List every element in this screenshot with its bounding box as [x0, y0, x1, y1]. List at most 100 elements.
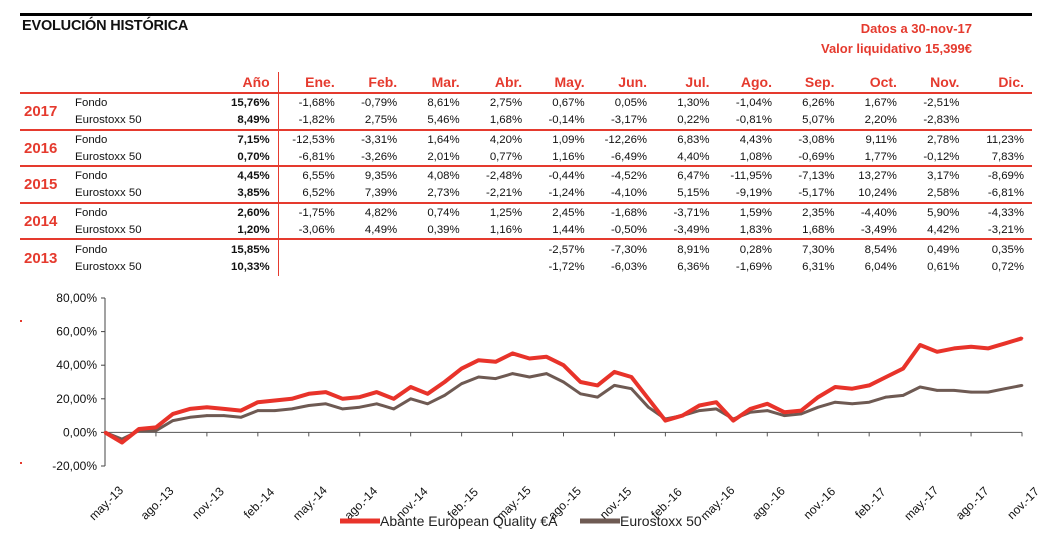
monthly-return-cell: -1,75%	[298, 206, 335, 219]
fund-data-point	[103, 431, 107, 434]
monthly-return-cell: -6,81%	[298, 150, 335, 163]
index-series-line	[104, 372, 1023, 441]
monthly-return-cell: -3,71%	[673, 206, 710, 219]
table-row: Eurostoxx 50 1,20% -3,06% 4,49% 0,39% 1,16% 1,…	[20, 221, 1032, 240]
monthly-return-cell	[278, 239, 343, 257]
index-data-point	[477, 375, 480, 379]
index-data-point	[324, 402, 328, 406]
fund-data-point	[647, 397, 650, 401]
index-data-point	[783, 414, 786, 417]
table-row: 2013 Fondo 15,85% -2,57% -7,30% 8,91% 0,28% 7,3…	[20, 239, 1032, 267]
monthly-return-cell: 8,91%	[677, 243, 710, 256]
monthly-return-cell: -3,31%	[361, 133, 398, 146]
x-tick-label: feb.-17	[852, 485, 889, 522]
monthly-return-cell: 0,49%	[927, 243, 960, 256]
monthly-return-cell: 0,61%	[927, 260, 960, 273]
monthly-return-cell: 4,42%	[927, 223, 960, 236]
column-header: Mar.	[431, 74, 460, 90]
index-data-point	[239, 416, 243, 419]
annual-return-cell: 15,76%	[194, 93, 279, 112]
fund-series-line	[103, 336, 1023, 445]
index-data-point	[358, 405, 362, 409]
monthly-return-cell: 6,83%	[677, 133, 710, 146]
column-header: Ene.	[305, 74, 335, 90]
index-data-point	[596, 395, 599, 399]
monthly-return-cell: 0,72%	[991, 260, 1024, 273]
y-tick-label: 80,00%	[56, 291, 97, 305]
monthly-return-cell: 6,04%	[864, 260, 897, 273]
monthly-return-cell: 0,35%	[991, 243, 1024, 256]
fund-data-point	[528, 357, 531, 360]
monthly-return-cell: 1,30%	[677, 97, 710, 110]
fund-data-point	[222, 407, 226, 411]
year-label: 2015	[24, 176, 58, 194]
table-body: 2017 Fondo 15,76% -1,68% -0,79% 8,61% 2,75% 0,6…	[20, 93, 1032, 276]
annual-return-cell: 2,60%	[194, 202, 279, 222]
monthly-return-cell: 1,68%	[802, 223, 835, 236]
monthly-return-cell: 5,07%	[802, 113, 835, 126]
index-data-point	[799, 412, 803, 416]
index-data-point	[630, 387, 633, 390]
monthly-return-cell: 1,59%	[739, 206, 772, 219]
fund-data-point	[935, 350, 939, 354]
column-header: Jul.	[685, 74, 710, 90]
monthly-return-cell: -1,82%	[298, 113, 335, 126]
index-data-point	[1003, 387, 1007, 390]
monthly-return-cell: -12,26%	[604, 133, 648, 146]
fund-data-point	[341, 397, 345, 401]
y-tick-label: 20,00%	[56, 392, 97, 406]
row-label: Eurostoxx 50	[75, 150, 142, 163]
table-row: 2014 Fondo 2,60% -1,75% 4,82% 0,74% 1,25% 2,45%…	[20, 202, 1032, 230]
column-header: Feb.	[368, 74, 398, 90]
fund-data-point	[256, 400, 260, 404]
monthly-return-cell: 6,52%	[302, 187, 335, 200]
index-data-point	[969, 390, 973, 394]
monthly-return-cell: 5,15%	[677, 187, 710, 200]
fund-data-point	[239, 409, 243, 412]
index-data-point	[935, 389, 939, 392]
index-data-point	[816, 405, 820, 409]
monthly-return-cell: -2,21%	[486, 187, 523, 200]
fund-data-point	[783, 410, 786, 414]
column-header: Abr.	[494, 74, 523, 90]
monthly-return-cell: 11,23%	[986, 133, 1024, 146]
monthly-return-cell: -2,57%	[548, 243, 585, 256]
table-row: Eurostoxx 50 0,70% -6,81% -3,26% 2,01% 0,77% 1…	[20, 147, 1032, 167]
monthly-return-cell: 0,67%	[552, 97, 585, 110]
monthly-return-cell	[405, 239, 467, 257]
row-label: Eurostoxx 50	[75, 187, 142, 200]
monthly-return-cell: 1,25%	[489, 206, 523, 219]
y-tick-label: 60,00%	[56, 325, 97, 339]
monthly-return-cell: -6,81%	[987, 187, 1024, 200]
monthly-return-cell: -4,52%	[610, 170, 648, 183]
monthly-return-cell: -0,50%	[610, 223, 648, 236]
monthly-return-cell	[278, 258, 343, 276]
row-label: Fondo	[75, 243, 108, 256]
x-tick-label: nov.-16	[801, 484, 839, 522]
monthly-return-cell: 2,45%	[552, 206, 585, 219]
fund-data-point	[681, 414, 684, 417]
date-label: Datos a 30-nov-17	[860, 21, 972, 36]
annual-return-cell: 10,33%	[194, 257, 279, 276]
index-data-point	[511, 372, 514, 375]
fund-data-point	[766, 402, 769, 406]
monthly-return-cell: 1,09%	[552, 133, 585, 146]
index-data-point	[256, 409, 260, 412]
fund-data-point	[596, 384, 599, 387]
column-header: Dic.	[998, 74, 1024, 90]
fund-data-point	[664, 419, 667, 422]
column-header: Jun.	[618, 74, 648, 90]
monthly-return-cell: -7,13%	[798, 170, 835, 183]
row-label: Eurostoxx 50	[75, 223, 142, 236]
fund-data-point	[120, 441, 124, 444]
index-data-point	[698, 409, 701, 412]
monthly-return-cell	[468, 239, 530, 257]
index-data-point	[1020, 384, 1024, 387]
monthly-return-cell: -11,95%	[730, 170, 772, 183]
y-tick-label: 0,00%	[63, 425, 97, 439]
fund-data-point	[205, 405, 209, 409]
fund-data-point	[324, 390, 328, 394]
table-row: 2017 Fondo 15,76% -1,68% -0,79% 8,61% 2,75% 0,6…	[20, 93, 1032, 120]
index-data-point	[171, 419, 175, 422]
x-tick-label: may.-17	[901, 483, 941, 523]
